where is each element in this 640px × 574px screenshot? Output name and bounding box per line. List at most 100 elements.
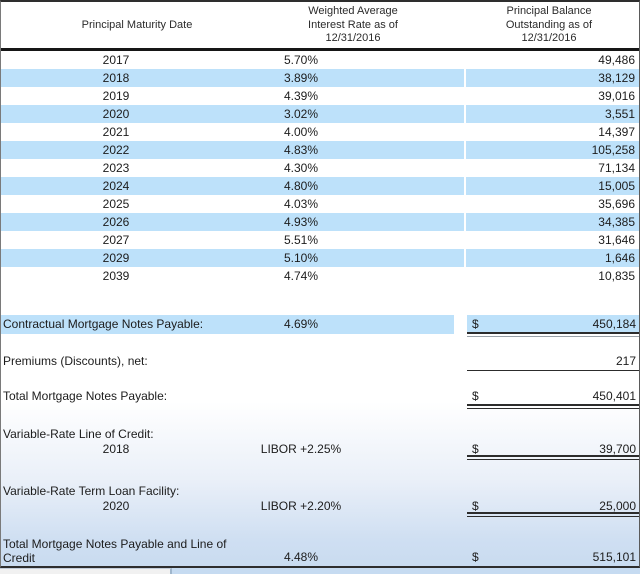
- maturity-row: 2022 4.83% 105,258: [1, 141, 639, 159]
- maturity-row-left-cell: 2039 4.74%: [1, 267, 464, 285]
- interest-rate-value: 5.10%: [283, 251, 319, 265]
- line-of-credit-balance: 39,700: [599, 442, 636, 456]
- line-of-credit-section-label: Variable-Rate Line of Credit:: [3, 427, 154, 441]
- maturity-year: 2039: [102, 269, 130, 283]
- total-mortgage-row: Total Mortgage Notes Payable: $ 450,401: [1, 387, 639, 409]
- cell-seam: [454, 352, 467, 371]
- maturity-row: 2023 4.30% 71,134: [1, 159, 639, 177]
- contractual-mortgage-row: Contractual Mortgage Notes Payable: 4.69…: [1, 315, 639, 337]
- maturity-row: 2039 4.74% 10,835: [1, 267, 639, 285]
- header-weighted-average-interest-rate: Weighted Average Interest Rate as of 12/…: [308, 5, 398, 44]
- term-loan-section-label: Variable-Rate Term Loan Facility:: [3, 484, 180, 498]
- maturity-row-left-cell: 2021 4.00%: [1, 123, 464, 141]
- maturity-row-left-cell: 2026 4.93%: [1, 213, 464, 231]
- principal-balance-value: 35,696: [598, 197, 635, 211]
- principal-balance-value: 71,134: [598, 161, 635, 175]
- maturity-year: 2018: [102, 71, 130, 85]
- contractual-label: Contractual Mortgage Notes Payable:: [3, 317, 204, 331]
- header-principal-balance-outstanding: Principal Balance Outstanding as of 12/3…: [505, 5, 593, 44]
- total-mortgage-label: Total Mortgage Notes Payable:: [3, 389, 168, 403]
- maturity-row: 2027 5.51% 31,646: [1, 231, 639, 249]
- principal-balance-value: 105,258: [466, 141, 639, 159]
- line-of-credit-left-cell: 2018 LIBOR +2.25%: [1, 441, 454, 461]
- premiums-row: Premiums (Discounts), net: 217: [1, 352, 639, 371]
- principal-balance-value: 1,646: [466, 249, 639, 267]
- principal-balance-value: 38,129: [466, 69, 639, 87]
- maturity-rows: 2017 5.70% 49,486 2018 3.89% 38,129 2019…: [1, 51, 639, 285]
- cell-seam: [454, 315, 467, 334]
- interest-rate-value: 4.83%: [283, 143, 319, 157]
- maturity-row-left-cell: 2025 4.03%: [1, 195, 464, 213]
- line-of-credit-balance-cell: $ 39,700: [467, 441, 639, 460]
- maturity-row: 2021 4.00% 14,397: [1, 123, 639, 141]
- grand-total-balance-cell: $ 515,101: [467, 550, 639, 564]
- principal-balance-value: 31,646: [598, 233, 635, 247]
- principal-balance-value: 34,385: [466, 213, 639, 231]
- interest-rate-value: 4.00%: [283, 125, 319, 139]
- premiums-balance: 217: [615, 354, 636, 368]
- cell-seam: [454, 441, 467, 461]
- total-mortgage-balance-cell: $ 450,401: [467, 387, 639, 409]
- dollar-sign: $: [472, 389, 479, 403]
- interest-rate-value: 4.80%: [283, 179, 319, 193]
- interest-rate-value: 3.89%: [283, 71, 319, 85]
- maturity-year: 2017: [102, 53, 130, 67]
- bottom-strip-left-segment: [0, 568, 172, 574]
- grand-total-label: Total Mortgage Notes Payable and Line of…: [3, 537, 227, 565]
- spacer: [1, 461, 639, 484]
- term-loan-rate: LIBOR +2.20%: [260, 499, 342, 513]
- maturity-year: 2023: [102, 161, 130, 175]
- spacer: [1, 406, 639, 427]
- maturity-row-left-cell: 2024 4.80%: [1, 177, 464, 195]
- maturity-row: 2029 5.10% 1,646: [1, 249, 639, 267]
- maturity-row: 2024 4.80% 15,005: [1, 177, 639, 195]
- grand-total-balance: 515,101: [592, 550, 636, 564]
- total-mortgage-balance: 450,401: [592, 389, 636, 403]
- principal-balance-value: 49,486: [598, 53, 635, 67]
- maturity-row: 2026 4.93% 34,385: [1, 213, 639, 231]
- dollar-sign: $: [472, 442, 479, 456]
- principal-balance-value: 15,005: [466, 177, 639, 195]
- interest-rate-value: 4.30%: [283, 161, 319, 175]
- bottom-strip: [0, 568, 640, 574]
- maturity-year: 2026: [102, 215, 130, 229]
- maturity-row-left-cell: 2022 4.83%: [1, 141, 464, 159]
- maturity-year: 2020: [102, 107, 130, 121]
- interest-rate-value: 5.51%: [283, 233, 319, 247]
- interest-rate-value: 3.02%: [283, 107, 319, 121]
- term-loan-left-cell: 2020 LIBOR +2.20%: [1, 498, 454, 518]
- maturity-row-left-cell: 2018 3.89%: [1, 69, 464, 87]
- spacer: [1, 371, 639, 387]
- maturity-year: 2025: [102, 197, 130, 211]
- header-principal-maturity-date: Principal Maturity Date: [81, 19, 193, 31]
- maturity-row-left-cell: 2017 5.70%: [1, 51, 464, 69]
- dollar-sign: $: [472, 317, 479, 331]
- premiums-label: Premiums (Discounts), net:: [3, 354, 148, 368]
- maturity-year: 2027: [102, 233, 130, 247]
- maturity-year: 2029: [102, 251, 130, 265]
- term-loan-balance: 25,000: [599, 499, 636, 513]
- premiums-balance-cell: 217: [467, 352, 639, 371]
- contractual-balance: 450,184: [592, 317, 636, 331]
- line-of-credit-row: 2018 LIBOR +2.25% $ 39,700: [1, 441, 639, 461]
- interest-rate-value: 5.70%: [283, 53, 319, 67]
- interest-rate-value: 4.03%: [283, 197, 319, 211]
- dollar-sign: $: [472, 499, 479, 513]
- term-loan-balance-cell: $ 25,000: [467, 498, 639, 517]
- maturity-year: 2022: [102, 143, 130, 157]
- maturity-row: 2017 5.70% 49,486: [1, 51, 639, 69]
- interest-rate-value: 4.39%: [283, 89, 319, 103]
- contractual-balance-cell: $ 450,184: [467, 315, 639, 337]
- bottom-strip-right-segment: [172, 568, 640, 574]
- grand-total-row: Total Mortgage Notes Payable and Line of…: [1, 518, 639, 566]
- cell-seam: [454, 498, 467, 518]
- maturity-row: 2018 3.89% 38,129: [1, 69, 639, 87]
- spacer: [1, 285, 639, 315]
- maturity-row: 2020 3.02% 3,551: [1, 105, 639, 123]
- maturity-row-left-cell: 2029 5.10%: [1, 249, 464, 267]
- maturity-row-left-cell: 2027 5.51%: [1, 231, 464, 249]
- maturity-year: 2019: [102, 89, 130, 103]
- interest-rate-value: 4.93%: [283, 215, 319, 229]
